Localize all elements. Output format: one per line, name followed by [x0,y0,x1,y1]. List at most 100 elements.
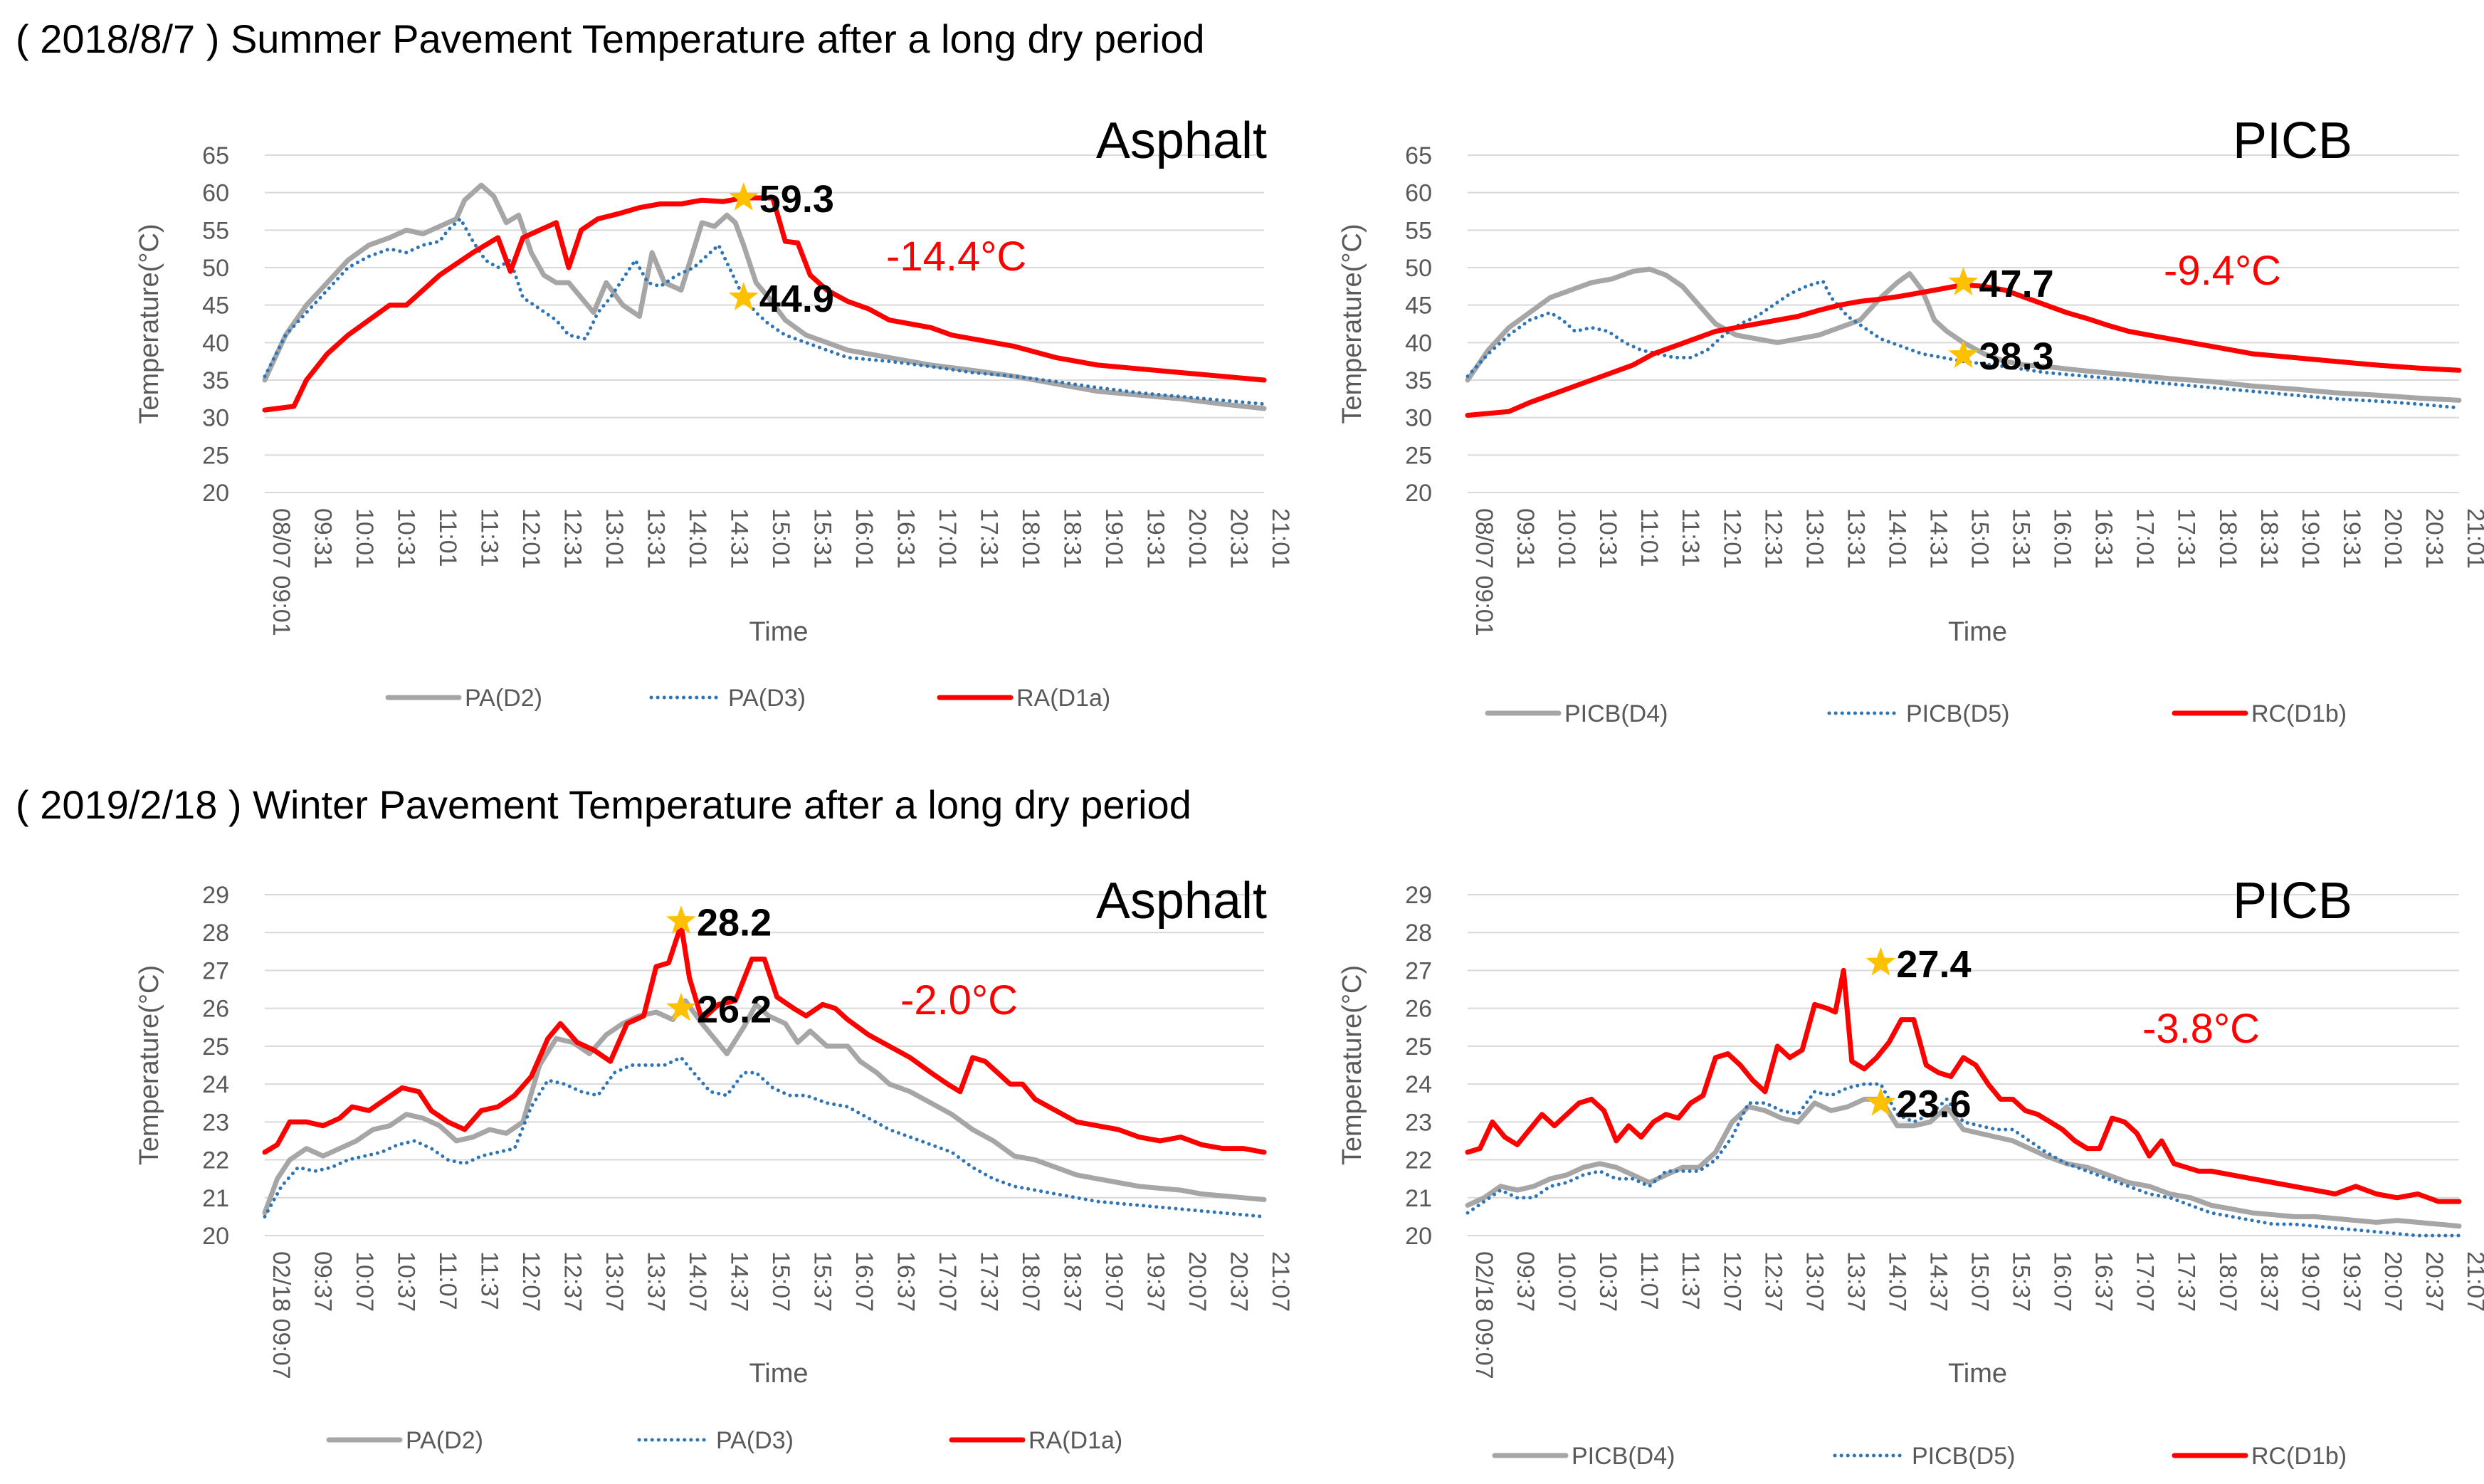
x-tick-label: 21:01 [1267,508,1294,569]
x-tick-label: 12:01 [1718,508,1745,569]
x-tick-label: 12:01 [517,508,544,569]
y-axis-label: Temperature(°C) [1337,965,1367,1165]
x-axis-label: Time [749,617,808,647]
chart-1: 20 25 30 35 40 45 50 55 60 65 08/07 09:01 09:31 10:0… [1337,112,2484,727]
y-tick-label: 29 [202,882,229,909]
y-tick-label: 45 [202,293,229,320]
x-tick-label: 13:01 [1801,508,1828,569]
x-tick-label: 11:01 [1636,508,1663,567]
y-tick-label: 21 [1405,1185,1432,1212]
chart-3: 20 21 22 23 24 25 26 27 28 29 02/18 09:07 09:37 10:0… [1337,873,2484,1470]
summer-section-title: ( 2018/8/7 ) Summer Pavement Temperature… [16,16,1205,61]
x-tick-label: 18:37 [1059,1251,1086,1312]
y-tick-label: 50 [1405,255,1432,282]
x-tick-label: 20:31 [1226,508,1253,569]
x-tick-label: 19:31 [1142,508,1169,569]
x-tick-label: 13:31 [1842,508,1869,569]
x-axis-label: Time [1948,617,2007,647]
x-tick-label: 17:07 [934,1251,961,1312]
y-tick-label: 20 [202,1223,229,1250]
legend-label: PICB(D4) [1564,700,1668,727]
chart-0: 20 25 30 35 40 45 50 55 60 65 08/07 09:01 09:31 10:0… [135,112,1294,712]
x-tick-label: 10:07 [351,1251,378,1312]
x-tick-label: 19:07 [1100,1251,1127,1312]
star-marker-icon [1948,267,1979,295]
winter-section-title: ( 2019/2/18 ) Winter Pavement Temperatur… [16,782,1191,827]
temperature-change-annotation: -2.0°C [900,977,1018,1023]
marker-value-label: 27.4 [1896,943,1971,986]
x-tick-label: 20:31 [2421,508,2448,569]
x-tick-label: 15:01 [767,508,794,569]
material-title: PICB [2233,112,2352,169]
y-axis-label: Temperature(°C) [1337,223,1367,423]
x-tick-label: 15:07 [1967,1251,1994,1312]
star-marker-icon [1865,1087,1896,1116]
material-title: Asphalt [1096,873,1267,930]
x-tick-label: 18:31 [1059,508,1086,569]
y-tick-label: 21 [202,1185,229,1212]
y-tick-label: 20 [202,480,229,507]
x-tick-label: 16:31 [893,508,920,569]
x-tick-label: 18:31 [2256,508,2283,569]
legend-label: PICB(D4) [1572,1443,1675,1470]
series-line-picb-d4- [1465,266,2462,403]
x-tick-label: 15:31 [2008,508,2035,569]
x-tick-label: 09:31 [310,508,337,569]
y-tick-label: 20 [1405,1223,1432,1250]
temperature-change-annotation: -3.8°C [2142,1006,2260,1052]
x-tick-label: 10:31 [1594,508,1621,569]
y-tick-label: 30 [202,405,229,432]
x-axis-label: Time [749,1359,808,1389]
x-tick-label: 10:01 [1553,508,1580,569]
x-axis-label: Time [1948,1359,2007,1389]
x-tick-label: 13:07 [601,1251,628,1312]
series-line-picb-d5- [1465,1082,2461,1238]
y-tick-label: 40 [1405,330,1432,357]
series-line-picb-d5- [1465,279,2461,410]
x-tick-label: 11:01 [434,508,461,567]
material-title: PICB [2233,873,2352,930]
star-marker-icon [666,992,696,1021]
y-tick-label: 23 [202,1109,229,1136]
y-tick-label: 24 [202,1071,229,1098]
y-tick-label: 25 [1405,442,1432,469]
y-tick-label: 40 [202,330,229,357]
x-tick-label: 19:01 [1100,508,1127,569]
x-tick-label: 11:31 [1677,508,1704,567]
x-tick-label: 16:01 [851,508,878,569]
y-tick-label: 65 [1405,142,1432,169]
x-tick-label: 16:07 [851,1251,878,1312]
y-tick-label: 35 [202,367,229,394]
x-tick-label: 15:01 [1967,508,1994,569]
x-tick-label: 02/18 09:07 [268,1251,295,1379]
legend-label: RC(D1b) [2251,1443,2347,1470]
x-tick-label: 13:37 [643,1251,670,1312]
x-tick-label: 20:37 [2421,1251,2448,1312]
y-tick-label: 45 [1405,293,1432,320]
y-tick-label: 25 [202,442,229,469]
x-tick-label: 09:31 [1512,508,1539,569]
legend-label: RA(D1a) [1016,685,1110,712]
marker-value-label: 28.2 [697,901,772,944]
series-line-pa-d2- [262,998,1267,1216]
temperature-change-annotation: -14.4°C [886,233,1026,280]
legend-label: PA(D2) [465,685,542,712]
y-tick-label: 25 [202,1033,229,1061]
x-tick-label: 20:01 [1184,508,1211,569]
x-tick-label: 13:37 [1842,1251,1869,1312]
series-line-ra-d1a- [262,922,1267,1155]
y-tick-label: 65 [202,142,229,169]
marker-value-label: 47.7 [1979,263,2054,305]
x-tick-label: 11:07 [434,1251,461,1310]
x-tick-label: 21:07 [1267,1251,1294,1312]
x-tick-label: 17:31 [976,508,1003,569]
x-tick-label: 19:07 [2297,1251,2324,1312]
x-tick-label: 08/07 09:01 [1470,508,1498,636]
x-tick-label: 18:01 [1017,508,1044,569]
legend-label: RA(D1a) [1028,1427,1122,1454]
x-tick-label: 13:31 [643,508,670,569]
x-tick-label: 18:01 [2214,508,2241,569]
y-tick-label: 25 [1405,1033,1432,1061]
y-axis-label: Temperature(°C) [135,223,164,423]
